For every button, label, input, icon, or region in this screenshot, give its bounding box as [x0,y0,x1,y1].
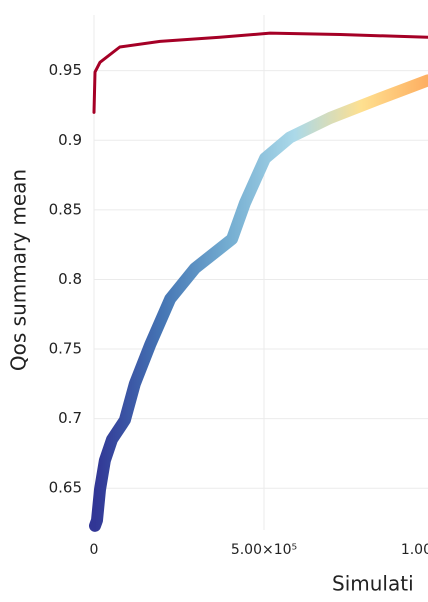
series-line [89,74,428,532]
series-line [92,31,428,114]
y-tick-label: 0.95 [49,61,82,79]
y-tick-label: 0.8 [58,270,82,288]
y-tick-label: 0.7 [58,409,82,427]
x-axis-label: Simulati [332,572,414,596]
x-tick-label: 5.00×10⁵ [231,542,297,558]
y-tick-label: 0.75 [49,340,82,358]
y-tick-label: 0.9 [58,131,82,149]
y-tick-label: 0.85 [49,200,82,218]
y-tick-label: 0.65 [49,479,82,497]
x-tick-label: 1.00×10⁶ [401,542,428,558]
x-tick-label: 0 [90,542,99,558]
y-axis-label: Qos summary mean [7,169,31,371]
